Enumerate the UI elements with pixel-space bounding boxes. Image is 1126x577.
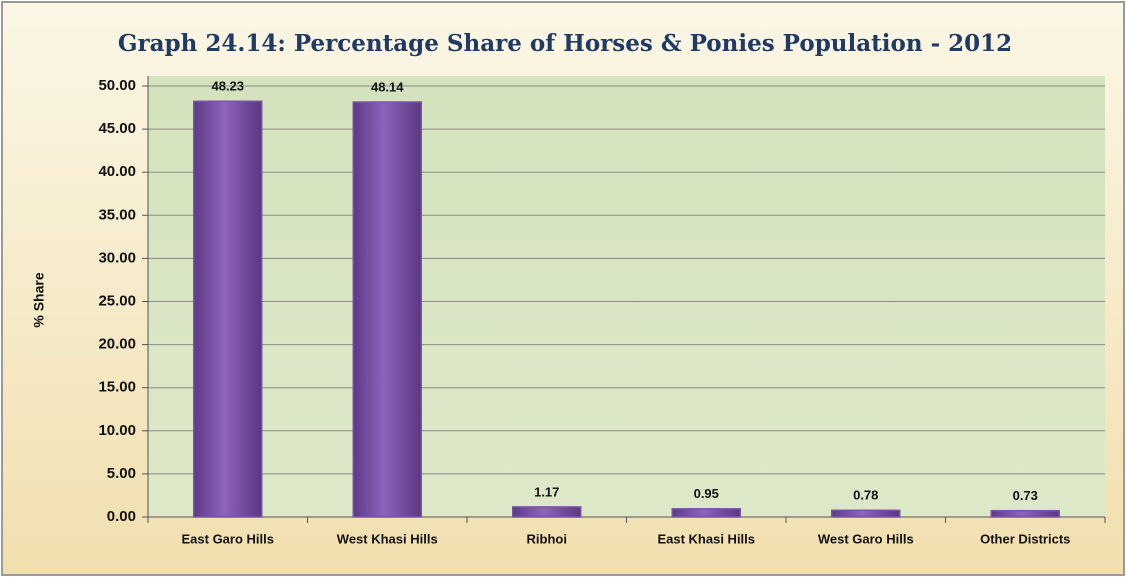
y-tick-label: 10.00 <box>98 422 136 439</box>
bar <box>352 101 422 518</box>
y-tick-label: 50.00 <box>98 77 136 94</box>
chart-title: Graph 24.14: Percentage Share of Horses … <box>118 30 1012 57</box>
y-tick-label: 30.00 <box>98 249 136 266</box>
data-label: 1.17 <box>534 484 559 499</box>
x-tick-label: East Garo Hills <box>182 531 274 546</box>
y-axis-label: % Share <box>31 272 47 327</box>
x-tick-label: Ribhoi <box>527 531 567 546</box>
bar <box>671 508 741 518</box>
data-label: 48.23 <box>211 79 244 94</box>
y-tick-label: 5.00 <box>107 465 136 482</box>
y-tick-label: 40.00 <box>98 163 136 180</box>
bar <box>990 509 1060 518</box>
y-tick-label: 0.00 <box>107 508 136 525</box>
x-tick-label: East Khasi Hills <box>657 531 755 546</box>
data-label: 0.78 <box>853 488 878 503</box>
y-tick-label: 20.00 <box>98 336 136 353</box>
x-tick-label: Other Districts <box>980 531 1070 546</box>
bar <box>831 509 901 518</box>
x-tick-label: West Khasi Hills <box>337 531 438 546</box>
plot-area <box>148 76 1105 517</box>
data-label: 0.73 <box>1013 488 1038 503</box>
bar <box>193 100 263 518</box>
y-tick-label: 25.00 <box>98 292 136 309</box>
bar <box>512 506 582 518</box>
x-tick-label: West Garo Hills <box>818 531 914 546</box>
y-tick-label: 45.00 <box>98 120 136 137</box>
y-tick-label: 35.00 <box>98 206 136 223</box>
y-tick-label: 15.00 <box>98 379 136 396</box>
data-label: 48.14 <box>371 79 404 94</box>
data-label: 0.95 <box>694 486 719 501</box>
